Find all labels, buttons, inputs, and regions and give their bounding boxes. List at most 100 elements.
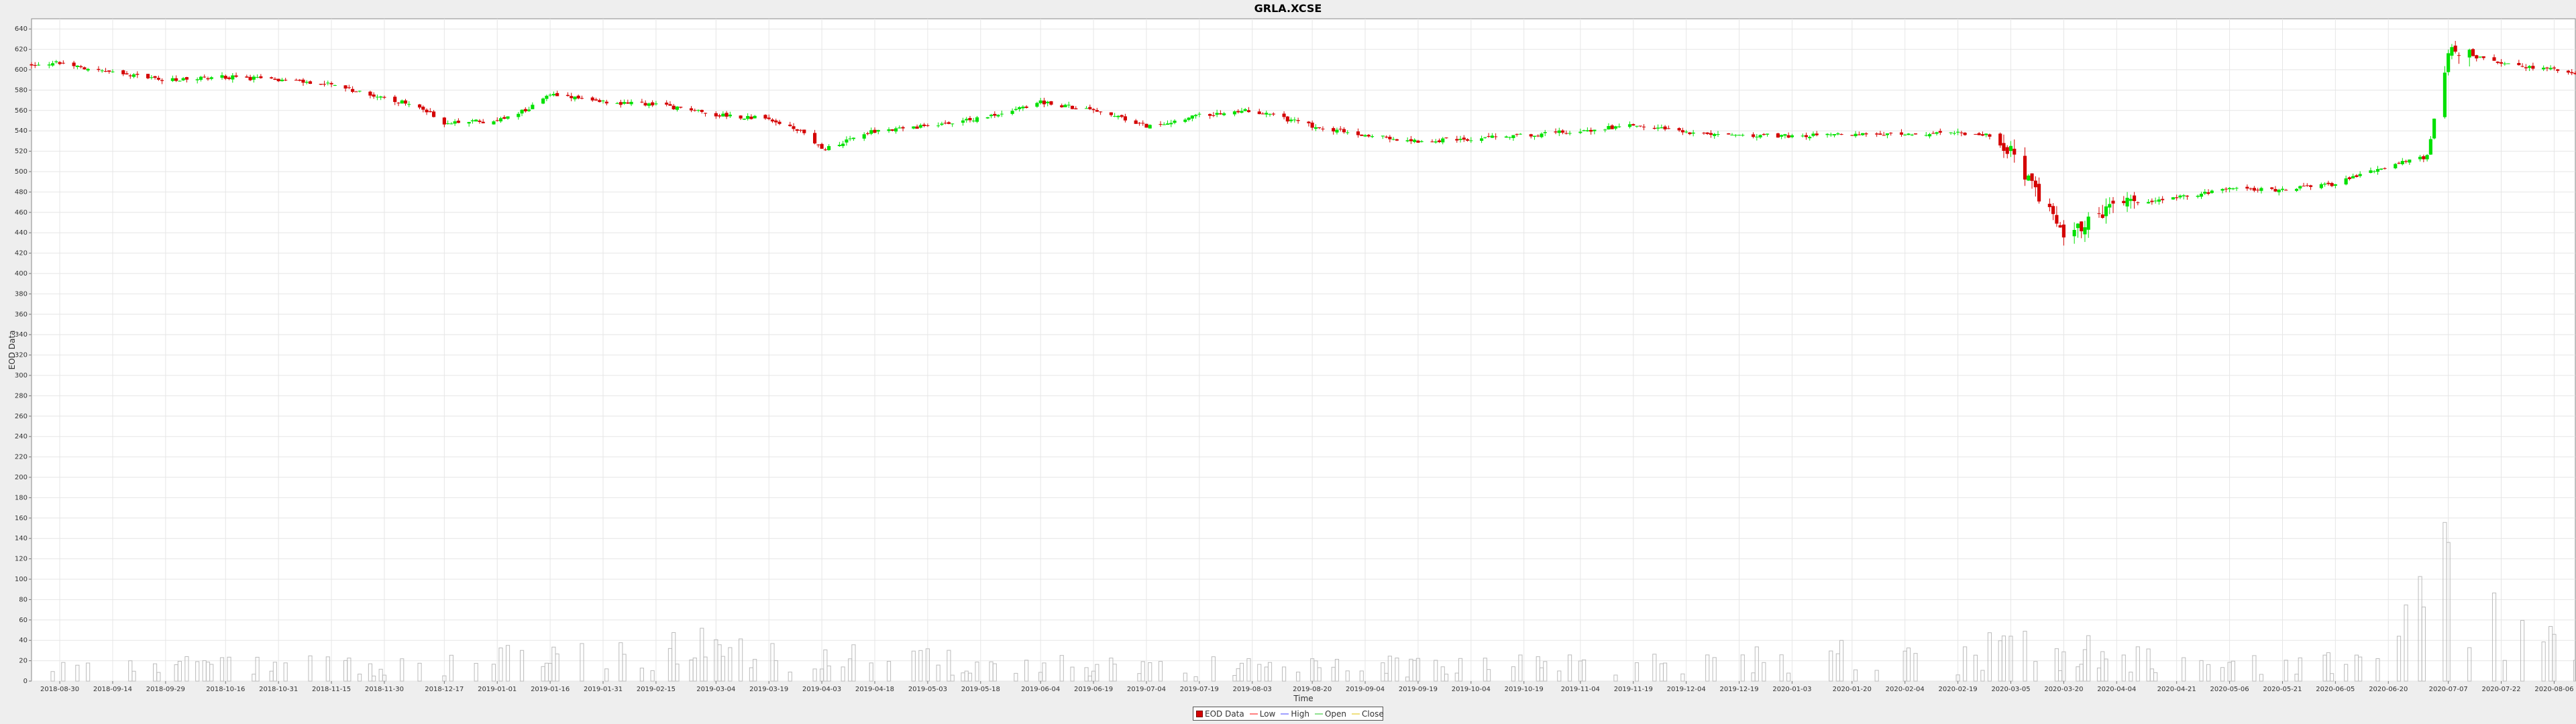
x-tick-label: 2020-07-07 <box>2429 686 2468 693</box>
y-tick-label: 240 <box>15 433 28 440</box>
candle-body <box>234 75 238 77</box>
volume-bar <box>1557 670 1562 682</box>
volume-bar <box>358 673 362 682</box>
candle-body <box>1593 129 1597 131</box>
candle-body <box>1913 133 1918 135</box>
candle-body <box>1688 132 1692 135</box>
candle-body <box>598 100 602 103</box>
y-tick-label: 140 <box>15 535 28 542</box>
candle-body <box>1381 135 1385 137</box>
volume-bar <box>2375 658 2380 682</box>
candle-body <box>918 125 922 128</box>
volume-bar <box>1980 670 1985 682</box>
candle-body <box>2005 147 2009 154</box>
candle-body <box>1680 130 1684 133</box>
candle-body <box>1240 111 1244 113</box>
candle-body <box>619 102 623 105</box>
candle-body <box>2305 185 2309 186</box>
candle-body <box>1148 125 1152 129</box>
candle-body <box>2531 66 2535 69</box>
candle-body <box>517 113 521 117</box>
volume-bar <box>1296 672 1301 682</box>
x-tick-label: 2018-09-14 <box>93 686 132 693</box>
y-tick-label: 280 <box>15 392 28 400</box>
candle-body <box>97 68 101 70</box>
candle-body <box>2008 145 2013 152</box>
candle-body <box>841 143 845 146</box>
candle-body <box>2475 55 2479 59</box>
volume-bar <box>1211 656 1216 682</box>
candle-body <box>203 76 207 78</box>
volume-bar <box>347 658 352 682</box>
candle-body <box>50 63 55 66</box>
candle-body <box>1268 114 1272 115</box>
volume-bar <box>622 654 627 682</box>
candle-body <box>1766 133 1770 135</box>
volume-bar <box>2054 648 2059 682</box>
candle-body <box>2450 47 2454 56</box>
candle-body <box>2520 66 2524 67</box>
candle-body <box>1035 103 1039 107</box>
candle-body <box>453 121 457 124</box>
candle-body <box>2220 188 2224 191</box>
candle-body <box>1931 133 1935 134</box>
y-tick-label: 340 <box>15 331 28 339</box>
volume-bar <box>2104 658 2108 682</box>
volume-bar <box>1582 659 1587 682</box>
candle-body <box>1666 128 1670 129</box>
x-tick-label: 2020-02-04 <box>1886 686 1925 693</box>
volume-bar <box>720 656 725 682</box>
candle-body <box>280 79 284 82</box>
plot-area <box>31 18 2576 682</box>
candle-body <box>1042 101 1046 105</box>
candle-body <box>643 103 647 106</box>
volume-bar <box>1183 672 1187 682</box>
candle-body <box>1935 132 1939 134</box>
legend-item-close: Close <box>1352 709 1384 719</box>
candle-body <box>851 137 856 139</box>
candle-body <box>2023 156 2027 180</box>
legend-item-high: High <box>1281 709 1309 719</box>
candle-body <box>343 85 347 89</box>
candle-body <box>506 116 510 119</box>
candle-body <box>2252 188 2256 191</box>
candle-body <box>1483 137 1487 138</box>
y-tick-label: 200 <box>15 474 28 481</box>
candle-body <box>590 97 594 101</box>
candle-body <box>1540 133 1544 137</box>
candle-body <box>1307 121 1311 123</box>
y-tick-label: 440 <box>15 229 28 237</box>
candle-body <box>728 115 732 117</box>
candle-body <box>1366 135 1371 137</box>
volume-bar <box>1257 664 1262 682</box>
candle-body <box>1705 132 1709 134</box>
candle-body <box>693 110 697 111</box>
candle-body <box>1529 134 1533 137</box>
candle-body <box>1332 128 1336 132</box>
volume-bar <box>2231 660 2235 682</box>
candle-body <box>502 117 506 119</box>
candle-body <box>996 115 1000 117</box>
candle-body <box>2517 62 2521 66</box>
volume-bar <box>1874 670 1879 682</box>
volume-bar <box>519 650 525 682</box>
candle-body <box>2080 221 2084 232</box>
candle-body <box>2171 197 2176 200</box>
legend-label-eod: EOD Data <box>1205 709 1244 719</box>
candle-body <box>1232 111 1237 115</box>
candle-body <box>30 64 34 66</box>
volume-bar <box>505 645 511 682</box>
candle-body <box>351 88 355 92</box>
candle-body <box>848 138 852 139</box>
candle-body <box>1236 111 1240 113</box>
candle-body <box>2326 182 2330 184</box>
volume-bar <box>1381 662 1385 682</box>
candle-body <box>1998 133 2002 145</box>
candle-body <box>951 123 955 125</box>
volume-bar <box>283 662 288 682</box>
y-tick-label: 540 <box>15 127 28 135</box>
candle-body <box>326 82 330 84</box>
candle-body <box>146 74 150 78</box>
candle-body <box>1635 125 1639 127</box>
